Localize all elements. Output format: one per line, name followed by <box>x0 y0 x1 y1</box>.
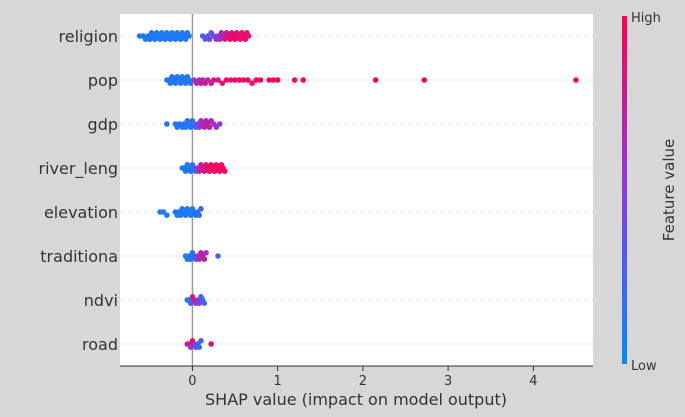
colorbar-high-label: High <box>631 11 661 26</box>
feature-label: traditiona <box>40 247 118 266</box>
data-point <box>206 124 213 130</box>
feature-label: gdp <box>88 115 118 134</box>
data-point <box>300 77 307 83</box>
data-point <box>208 341 214 347</box>
data-point <box>421 77 428 83</box>
data-point <box>372 77 379 83</box>
feature-labels: religion pop gdp river_leng elevation traditi… <box>39 27 119 354</box>
data-point <box>201 300 208 307</box>
data-point <box>236 77 243 83</box>
data-point <box>270 77 277 83</box>
feature-label: river_leng <box>39 159 119 179</box>
data-point <box>249 80 255 86</box>
data-point <box>291 77 298 83</box>
points-layer <box>136 30 579 351</box>
x-axis-ticks: 0 1 2 3 4 <box>120 365 593 389</box>
data-point <box>245 33 252 39</box>
x-tick-label: 3 <box>444 374 452 389</box>
x-axis-label: SHAP value (impact on model output) <box>205 390 507 409</box>
feature-label: ndvi <box>84 291 118 310</box>
data-point <box>216 121 223 127</box>
data-point <box>198 206 204 212</box>
data-point <box>164 212 170 218</box>
data-point <box>215 253 221 259</box>
x-tick-label: 4 <box>529 374 537 389</box>
data-point <box>201 256 208 263</box>
data-point <box>206 36 213 42</box>
data-point <box>240 77 247 83</box>
data-point <box>219 80 226 86</box>
colorbar <box>622 16 627 364</box>
data-point <box>186 33 192 39</box>
data-point <box>245 77 251 83</box>
feature-label: pop <box>88 71 118 90</box>
data-point <box>274 77 281 83</box>
data-point <box>232 77 238 83</box>
data-point <box>203 250 209 256</box>
data-point <box>222 168 228 174</box>
x-tick-label: 2 <box>359 374 367 389</box>
data-point <box>196 344 203 351</box>
data-point <box>210 77 217 83</box>
data-point <box>253 77 260 83</box>
data-point <box>215 77 221 83</box>
x-tick-label: 0 <box>188 374 196 389</box>
colorbar-low-label: Low <box>631 359 657 374</box>
colorbar-title: Feature value <box>660 139 678 241</box>
plot-area <box>120 14 593 366</box>
data-point <box>164 121 170 127</box>
data-point <box>257 77 264 83</box>
data-point <box>196 212 203 218</box>
feature-label: religion <box>59 27 119 46</box>
data-point <box>198 338 204 344</box>
data-point <box>573 77 579 83</box>
feature-label: road <box>82 335 118 354</box>
data-point <box>223 77 230 83</box>
data-point <box>266 77 272 83</box>
x-tick-label: 1 <box>274 374 282 389</box>
row-guides <box>120 35 593 345</box>
data-point <box>227 77 234 83</box>
feature-label: elevation <box>44 203 118 222</box>
